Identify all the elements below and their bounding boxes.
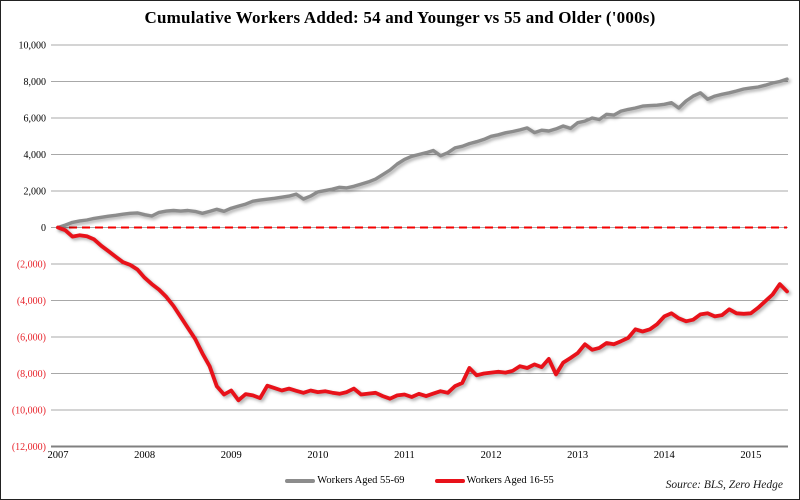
x-tick-label: 2013 — [567, 450, 588, 461]
y-tick-label: (2,000) — [17, 260, 46, 271]
legend-item-younger: Workers Aged 16-55 — [434, 475, 554, 486]
chart-legend: Workers Aged 55-69 Workers Aged 16-55 — [51, 475, 788, 486]
legend-label-younger: Workers Aged 16-55 — [466, 475, 554, 486]
x-tick-label: 2012 — [481, 450, 502, 461]
x-tick-label: 2014 — [654, 450, 676, 461]
y-tick-label: 6,000 — [24, 114, 47, 125]
series-line-aged-16-55 — [56, 225, 789, 403]
source-note: Source: BLS, Zero Hedge — [665, 479, 783, 491]
x-tick-label: 2007 — [48, 450, 69, 461]
x-tick-label: 2010 — [307, 450, 328, 461]
legend-item-older: Workers Aged 55-69 — [285, 475, 405, 486]
x-tick-label: 2009 — [221, 450, 242, 461]
y-tick-label: 10,000 — [19, 41, 47, 52]
y-tick-label: 2,000 — [24, 187, 47, 198]
legend-swatch-older-line — [285, 478, 316, 483]
x-tick-label: 2015 — [740, 450, 761, 461]
x-tick-label: 2008 — [134, 450, 155, 461]
y-tick-label: (10,000) — [12, 406, 46, 417]
chart-title: Cumulative Workers Added: 54 and Younger… — [144, 8, 656, 27]
y-tick-label: (4,000) — [17, 296, 46, 307]
legend-label-older: Workers Aged 55-69 — [317, 475, 405, 486]
y-tick-label: 8,000 — [24, 77, 47, 88]
y-tick-label: (8,000) — [17, 369, 46, 380]
legend-swatch-younger-line — [434, 478, 465, 483]
y-tick-label: (6,000) — [17, 333, 46, 344]
y-tick-label: (12,000) — [12, 442, 46, 453]
x-tick-label: 2011 — [394, 450, 415, 461]
series-line-aged-55-69 — [56, 77, 789, 230]
y-tick-label: 4,000 — [24, 150, 47, 161]
y-tick-label: 0 — [41, 223, 46, 234]
